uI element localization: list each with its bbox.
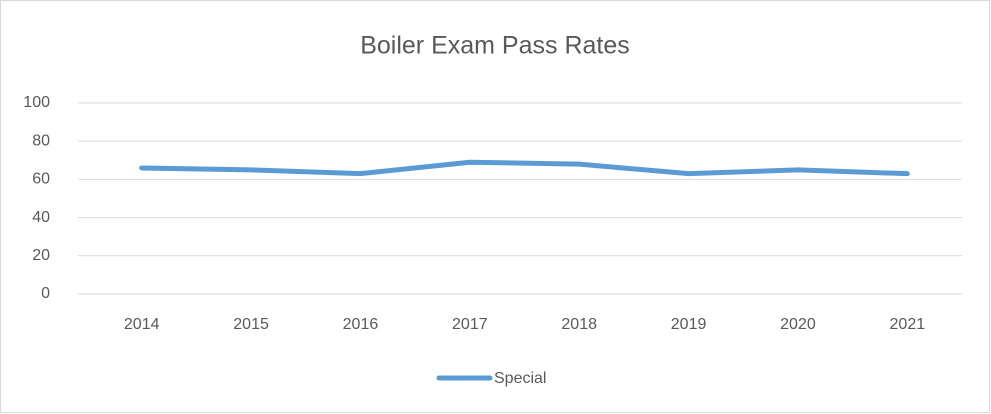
y-tick-label: 60 bbox=[32, 171, 50, 188]
x-tick-label: 2020 bbox=[780, 316, 816, 333]
x-tick-label: 2017 bbox=[452, 316, 488, 333]
y-tick-label: 0 bbox=[41, 285, 50, 302]
x-tick-label: 2019 bbox=[671, 316, 707, 333]
line-series bbox=[139, 159, 910, 177]
x-tick-label: 2014 bbox=[124, 316, 160, 333]
y-tick-label: 20 bbox=[32, 247, 50, 264]
x-tick-label: 2016 bbox=[343, 316, 379, 333]
legend-label: Special bbox=[494, 370, 546, 387]
y-tick-label: 80 bbox=[32, 132, 50, 149]
x-tick-label: 2021 bbox=[890, 316, 926, 333]
y-tick-label: 40 bbox=[32, 209, 50, 226]
chart-title: Boiler Exam Pass Rates bbox=[360, 32, 630, 60]
y-tick-label: 100 bbox=[23, 94, 50, 111]
x-tick-label: 2018 bbox=[561, 316, 597, 333]
x-tick-label: 2015 bbox=[233, 316, 269, 333]
